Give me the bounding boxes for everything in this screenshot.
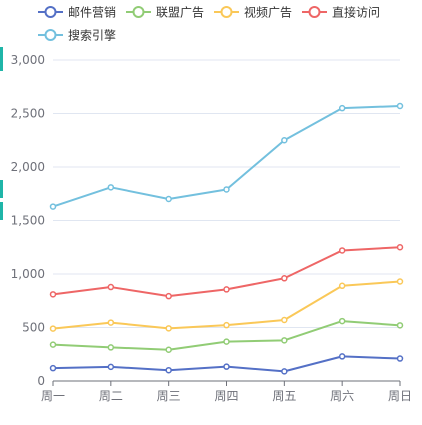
x-tick-label: 周三: [157, 389, 181, 403]
x-tick-label: 周日: [388, 389, 412, 403]
data-point: [338, 282, 346, 290]
legend-swatch-marker: [44, 6, 57, 18]
legend-label: 搜索引擎: [68, 28, 116, 43]
data-point: [338, 104, 346, 112]
y-tick-label: 1,000: [11, 267, 45, 281]
y-tick-label: 0: [37, 374, 45, 388]
data-point: [107, 363, 115, 371]
data-point: [396, 102, 404, 110]
data-point: [338, 247, 346, 254]
x-tick-label: 周二: [99, 389, 123, 403]
y-tick-label: 2,000: [11, 160, 45, 174]
data-point: [49, 203, 57, 210]
data-point: [165, 195, 172, 203]
legend-label: 联盟广告: [156, 6, 204, 20]
data-point: [338, 353, 346, 360]
data-point: [107, 283, 115, 291]
left-edge-tab: [0, 180, 3, 198]
data-point: [223, 363, 230, 370]
data-point: [165, 366, 172, 374]
data-point: [281, 137, 288, 144]
y-tick-label: 3,000: [11, 53, 45, 67]
data-point: [223, 186, 230, 193]
legend-swatch-marker: [308, 6, 321, 18]
y-tick-label: 500: [22, 321, 45, 335]
left-edge-tab: [0, 202, 3, 220]
legend-label: 视频广告: [244, 5, 292, 20]
data-point: [396, 322, 404, 329]
data-point: [396, 244, 404, 251]
data-point: [107, 344, 115, 351]
data-point: [338, 317, 346, 325]
legend-swatch-marker: [44, 29, 57, 41]
data-point: [281, 337, 288, 344]
x-tick-label: 周五: [272, 389, 296, 403]
legend-swatch-marker: [220, 6, 233, 18]
y-tick-label: 2,500: [11, 107, 45, 121]
data-point: [165, 292, 172, 300]
data-point: [281, 316, 288, 324]
data-point: [281, 275, 288, 282]
data-point: [165, 346, 172, 354]
data-point: [49, 291, 57, 298]
y-tick-label: 1,500: [11, 214, 45, 228]
x-tick-label: 周一: [41, 389, 65, 403]
data-point: [165, 325, 172, 332]
data-point: [396, 355, 404, 362]
data-point: [223, 321, 230, 329]
data-point: [223, 338, 230, 345]
data-point: [107, 184, 115, 191]
data-point: [49, 325, 57, 332]
x-tick-label: 周六: [330, 389, 354, 403]
data-point: [49, 364, 57, 372]
data-point: [107, 319, 115, 326]
data-point: [49, 341, 57, 348]
x-tick-label: 周四: [214, 389, 238, 403]
data-point: [396, 278, 404, 285]
data-point: [281, 368, 288, 375]
legend-label: 直接访问: [332, 5, 380, 20]
legend-swatch-marker: [132, 6, 145, 18]
left-edge-tab: [0, 47, 3, 71]
data-point: [223, 286, 230, 293]
legend-label: 邮件营销: [68, 6, 116, 20]
